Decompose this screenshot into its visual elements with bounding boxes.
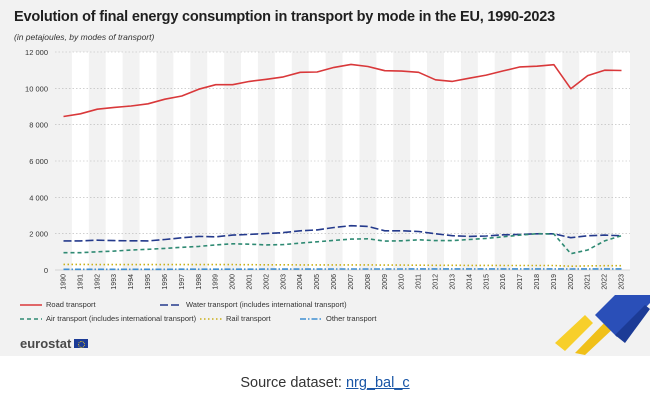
x-tick-label: 2005: [314, 274, 321, 290]
x-tick-label: 1993: [111, 274, 118, 290]
series-line-road: [63, 63, 622, 118]
x-tick-label: 2002: [263, 274, 270, 290]
x-tick-label: 1992: [94, 274, 101, 290]
year-band: [241, 52, 258, 270]
x-tick-label: 1999: [213, 274, 220, 290]
x-tick-label: 2015: [483, 274, 490, 290]
year-band: [545, 52, 563, 270]
decorative-corner-graphic: [555, 295, 650, 355]
x-tick-label: 2016: [500, 274, 507, 290]
legend-item-air: Air transport (includes international tr…: [20, 314, 196, 323]
x-tick-label: 2006: [331, 274, 338, 290]
x-tick-label: 2008: [365, 274, 372, 290]
series-line-air: [63, 232, 622, 255]
source-dataset-link[interactable]: nrg_bal_c: [345, 375, 410, 391]
x-tick-label: 2011: [416, 274, 423, 289]
legend-item-rail: Rail transport: [200, 314, 271, 323]
x-tick-label: 2022: [602, 274, 609, 290]
logo-text: eurostat: [20, 336, 72, 351]
x-tick-label: 2001: [246, 274, 253, 290]
year-band: [443, 52, 461, 270]
y-tick-label: 10 000: [25, 84, 48, 93]
x-tick-label: 2020: [568, 274, 575, 290]
legend-item-water: Water transport (includes international …: [160, 300, 347, 309]
source-label: Source dataset:: [240, 375, 342, 391]
year-band: [207, 52, 225, 270]
x-tick-label: 1990: [60, 274, 67, 290]
legend-item-other: Other transport: [300, 314, 376, 323]
year-band: [308, 52, 326, 270]
y-tick-label: 4 000: [29, 193, 48, 202]
line-chart: 0 2 000 4 000 6 000 8 000 10 000 12 000 1990 199…: [25, 48, 630, 290]
legend-label-air: Air transport (includes international tr…: [46, 314, 197, 323]
chart-subtitle: (in petajoules, by modes of transport): [14, 32, 155, 42]
x-tick-label: 2014: [466, 274, 473, 290]
series-line-rail: [63, 263, 622, 268]
x-tick-label: 2018: [534, 274, 541, 290]
x-tick-label: 2019: [551, 274, 558, 290]
series-line-water: [63, 224, 622, 242]
x-tick-label: 1997: [179, 274, 186, 290]
x-tick-label: 2021: [585, 274, 592, 290]
legend-label-road: Road transport: [46, 300, 96, 309]
y-tick-label: 12 000: [25, 48, 48, 57]
y-tick-label: 8 000: [29, 121, 48, 130]
year-band: [613, 52, 630, 270]
legend-item-road: Road transport: [20, 300, 96, 309]
eurostat-logo: eurostat: [20, 336, 89, 351]
chart-legend: Road transport Water transport (includes…: [20, 300, 440, 330]
x-tick-label: 1998: [196, 274, 203, 290]
legend-label-water: Water transport (includes international …: [186, 300, 347, 309]
x-tick-label: 1996: [162, 274, 169, 290]
y-tick-label: 6 000: [29, 157, 48, 166]
x-tick-label: 2023: [619, 274, 626, 290]
x-tick-label: 2003: [280, 274, 287, 290]
x-tick-label: 2017: [517, 274, 524, 290]
x-tick-label: 2000: [230, 274, 237, 290]
x-tick-label: 2010: [399, 274, 406, 290]
y-tick-label: 0: [44, 266, 48, 275]
year-band: [342, 52, 360, 270]
x-tick-label: 2012: [433, 274, 440, 290]
year-band: [139, 52, 157, 270]
x-tick-label: 2007: [348, 274, 355, 290]
x-tick-label: 1995: [145, 274, 152, 290]
x-tick-label: 2013: [449, 274, 456, 290]
source-line: Source dataset: nrg_bal_c: [0, 375, 650, 391]
eu-flag-icon: [74, 339, 89, 348]
x-tick-label: 1991: [77, 274, 84, 290]
legend-label-other: Other transport: [326, 314, 377, 323]
x-tick-label: 2004: [297, 274, 304, 290]
chart-title: Evolution of final energy consumption in…: [14, 9, 555, 25]
x-tick-label: 2009: [382, 274, 389, 290]
year-band: [511, 52, 529, 270]
year-band: [410, 52, 428, 270]
x-tick-label: 1994: [128, 274, 135, 290]
legend-label-rail: Rail transport: [226, 314, 271, 323]
y-tick-label: 2 000: [29, 230, 48, 239]
